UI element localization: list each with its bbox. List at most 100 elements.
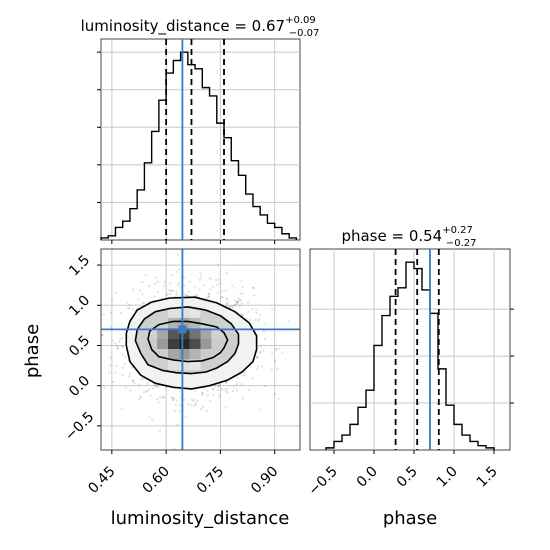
- sample-point: [176, 294, 179, 297]
- sample-point: [176, 423, 179, 426]
- sample-point: [221, 296, 224, 299]
- sample-point: [193, 286, 196, 289]
- panel-ticks: [333, 308, 514, 454]
- sample-point: [179, 396, 182, 399]
- phase-histogram: [325, 261, 495, 450]
- sample-point: [201, 391, 204, 394]
- sample-point: [217, 385, 220, 388]
- density-cell: [167, 328, 179, 339]
- sample-point: [233, 303, 236, 306]
- sample-point: [126, 307, 130, 310]
- sample-point: [139, 396, 143, 399]
- sample-point: [260, 365, 263, 368]
- sample-point: [240, 279, 243, 282]
- sample-point: [225, 298, 229, 301]
- sample-point: [109, 326, 113, 329]
- sample-point: [218, 384, 221, 387]
- density-cell: [189, 349, 201, 360]
- sample-point: [128, 303, 131, 306]
- x-tick-label: 0.75: [194, 464, 227, 497]
- sample-point: [251, 377, 254, 380]
- sample-point: [139, 378, 143, 381]
- sample-point: [162, 396, 165, 399]
- sample-point: [271, 351, 274, 354]
- sample-point: [175, 270, 178, 274]
- sample-point: [226, 391, 229, 394]
- x-tick-label: 1.0: [434, 464, 461, 491]
- sample-point: [206, 296, 209, 299]
- sample-point: [109, 311, 112, 314]
- sample-point: [191, 398, 194, 401]
- sample-point: [183, 284, 186, 287]
- sample-point: [249, 318, 252, 321]
- sample-point: [233, 299, 236, 302]
- sample-point: [256, 368, 259, 371]
- density-cell: [146, 328, 158, 339]
- sample-point: [116, 346, 119, 349]
- sample-point: [256, 365, 259, 368]
- sample-point: [239, 313, 243, 316]
- sample-point: [248, 388, 251, 391]
- sample-point: [194, 389, 197, 393]
- sample-point: [235, 300, 238, 303]
- density-cell: [167, 349, 179, 360]
- sample-point: [115, 291, 118, 294]
- sample-point: [225, 381, 228, 384]
- sample-point: [220, 290, 223, 293]
- sample-point: [242, 374, 245, 377]
- density-cell: [167, 307, 179, 318]
- sample-point: [166, 293, 169, 296]
- sample-point: [239, 299, 242, 302]
- density-cell: [178, 359, 190, 371]
- sample-point: [158, 430, 161, 433]
- sample-point: [141, 280, 144, 283]
- sample-point: [119, 312, 123, 315]
- x-tick-label: 0.5: [394, 464, 421, 491]
- sample-point: [258, 313, 261, 316]
- sample-point: [146, 382, 150, 385]
- sample-point: [155, 385, 158, 388]
- sample-point: [183, 398, 186, 401]
- sample-point: [157, 385, 160, 388]
- sample-point: [108, 371, 111, 374]
- density-cell: [200, 328, 212, 339]
- sample-point: [168, 282, 171, 285]
- x-tick-label: 0.0: [354, 464, 381, 491]
- sample-point: [254, 318, 257, 321]
- luminosity-distance-title: luminosity_distance = 0.67+0.09 −0.07: [81, 15, 320, 39]
- sample-point: [171, 290, 174, 293]
- density-cell: [178, 328, 190, 339]
- sample-point: [176, 284, 179, 287]
- panel-frame: [309, 248, 511, 451]
- sample-point: [176, 399, 179, 402]
- sample-point: [177, 268, 180, 271]
- sample-point: [131, 288, 135, 291]
- phase-marginal-panel: −0.5 0.0 0.5 1.0 1.5 phase = 0.54+0.27 −0.27 …: [305, 225, 514, 529]
- sample-point: [156, 398, 159, 401]
- contour-line: [125, 296, 258, 390]
- sample-point: [196, 399, 199, 402]
- sample-point: [236, 300, 239, 303]
- sample-point: [262, 349, 265, 352]
- x-tick-label: 1.5: [474, 464, 501, 491]
- sample-point: [114, 342, 117, 345]
- sample-point: [178, 410, 181, 413]
- phase-quantile-lines: [394, 249, 440, 450]
- sample-point: [260, 345, 263, 348]
- density-cell: [200, 317, 212, 329]
- density-cell: [167, 317, 179, 329]
- sample-point: [231, 284, 234, 287]
- sample-point: [259, 351, 262, 354]
- luminosity-distance-x-tick-labels: 0.45 0.60 0.75 0.90: [85, 464, 281, 497]
- sample-point: [226, 303, 229, 306]
- sample-point: [121, 345, 124, 348]
- sample-point: [194, 402, 197, 405]
- sample-point: [158, 396, 161, 399]
- sample-point: [172, 397, 176, 400]
- sample-point: [167, 289, 170, 292]
- title-equals: =: [387, 227, 409, 245]
- sample-point: [217, 278, 221, 281]
- sample-point: [118, 340, 121, 343]
- sample-point: [237, 297, 240, 300]
- density-cell: [189, 359, 201, 371]
